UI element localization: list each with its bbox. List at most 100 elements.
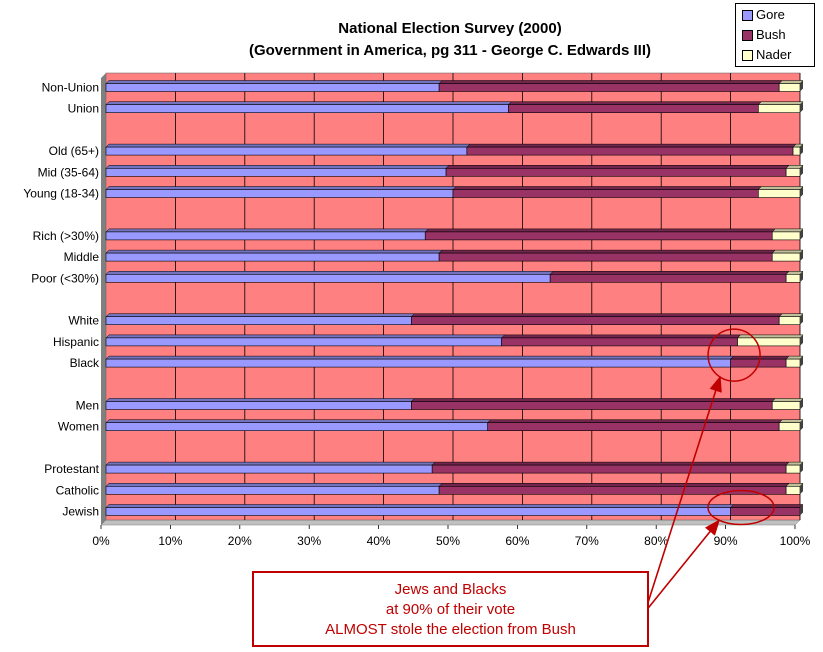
category-label: Non-Union xyxy=(42,81,99,95)
bar-nader xyxy=(778,422,801,432)
category-label: Hispanic xyxy=(53,335,99,349)
bar-nader xyxy=(778,83,801,92)
bar-end-cap xyxy=(800,101,803,113)
bar-top-nader xyxy=(771,398,804,402)
bar-end-cap xyxy=(800,80,803,92)
bar-nader xyxy=(758,104,801,113)
bar-end-cap xyxy=(800,250,803,262)
bar-end-cap xyxy=(800,271,803,283)
bar-top-bush xyxy=(438,483,790,487)
bar-gore xyxy=(105,252,440,262)
bar-nader xyxy=(785,464,801,474)
bar-top-bush xyxy=(507,101,762,105)
bar-top-gore xyxy=(105,461,436,466)
bar-top-nader xyxy=(757,101,804,105)
bar-gore xyxy=(105,401,412,410)
annotation-arrow-black xyxy=(644,375,722,613)
bar-bush xyxy=(487,422,780,432)
x-tick-label: 90% xyxy=(714,534,738,548)
highlight-circle-black xyxy=(707,328,761,382)
bar-top-bush xyxy=(500,334,742,339)
legend-swatch-gore xyxy=(742,10,753,21)
chart-legend: Gore Bush Nader xyxy=(735,3,815,67)
category-label: Catholic xyxy=(56,483,99,497)
bar-top-gore xyxy=(105,165,450,169)
bar-top-bush xyxy=(549,271,790,275)
bar-nader xyxy=(778,316,801,326)
bar-gore xyxy=(105,464,433,474)
bar-nader xyxy=(771,401,801,410)
x-tick-label: 80% xyxy=(644,534,668,548)
bar-end-cap xyxy=(800,483,803,495)
plot-side-wall xyxy=(101,73,106,525)
bar-bush xyxy=(445,168,787,177)
bar-bush xyxy=(438,83,780,92)
annotation-line-3: ALMOST stole the election from Bush xyxy=(325,621,576,638)
bar-gore xyxy=(105,358,731,368)
annotation-arrow-jewish xyxy=(644,519,721,613)
x-tick-label: 20% xyxy=(228,534,252,548)
bar-end-cap xyxy=(800,356,803,368)
bar-top-gore xyxy=(105,419,492,423)
bar-top-gore xyxy=(105,398,415,402)
legend-label-nader: Nader xyxy=(756,47,792,62)
x-tick-label: 10% xyxy=(158,534,182,548)
bar-nader xyxy=(785,485,801,495)
bar-gore xyxy=(105,316,412,326)
category-label: White xyxy=(68,314,99,328)
bar-end-cap xyxy=(800,313,803,325)
bar-top-bush xyxy=(410,313,783,317)
bar-end-cap xyxy=(800,398,803,410)
bar-top-bush xyxy=(487,419,783,423)
bar-top-bush xyxy=(431,461,790,466)
bar-top-gore xyxy=(105,80,443,84)
bar-bush xyxy=(730,507,801,516)
bar-top-bush xyxy=(445,165,790,169)
annotation-line-1: Jews and Blacks xyxy=(394,581,507,598)
bar-end-cap xyxy=(800,228,803,240)
bar-bush xyxy=(411,401,773,410)
bar-nader xyxy=(771,231,801,241)
bar-top-gore xyxy=(105,271,554,275)
bar-top-nader xyxy=(771,249,804,254)
bar-top-nader xyxy=(778,313,804,317)
bar-end-cap xyxy=(800,144,803,156)
bar-top-bush xyxy=(438,80,783,84)
bar-end-cap xyxy=(800,462,803,474)
bar-top-bush xyxy=(438,249,776,254)
annotation-box: Jews and Blacks at 90% of their vote ALM… xyxy=(252,571,649,647)
x-tick-label: 40% xyxy=(367,534,391,548)
bar-top-gore xyxy=(105,228,429,233)
plot-floor xyxy=(100,519,801,526)
bar-top-bush xyxy=(424,228,776,233)
bar-top-gore xyxy=(105,313,415,317)
chart-subtitle: (Government in America, pg 311 - George … xyxy=(248,42,652,59)
bar-end-cap xyxy=(800,504,803,516)
bar-nader xyxy=(737,337,801,347)
bar-bush xyxy=(508,104,759,113)
category-label: Mid (35-64) xyxy=(38,165,99,179)
category-label: Jewish xyxy=(62,505,99,519)
bar-nader xyxy=(785,358,801,368)
bar-gore xyxy=(105,189,454,198)
chart-title: National Election Survey (2000) xyxy=(338,20,562,37)
annotation-line-2: at 90% of their vote xyxy=(385,601,516,618)
bar-bush xyxy=(549,273,787,283)
bar-bush xyxy=(431,464,787,474)
bar-gore xyxy=(105,273,551,283)
bar-top-nader xyxy=(757,186,804,190)
bar-bush xyxy=(452,189,759,198)
bar-top-bush xyxy=(410,398,776,402)
bar-bush xyxy=(411,316,780,326)
bar-gore xyxy=(105,422,489,432)
bar-top-bush xyxy=(729,504,804,508)
bar-gore xyxy=(105,168,447,177)
x-tick-label: 100% xyxy=(780,534,811,548)
bar-gore xyxy=(105,337,502,347)
category-label: Rich (>30%) xyxy=(33,229,99,243)
bar-bush xyxy=(466,146,794,156)
category-label: Young (18-34) xyxy=(23,187,99,201)
bar-gore xyxy=(105,104,509,113)
bar-gore xyxy=(105,146,468,156)
